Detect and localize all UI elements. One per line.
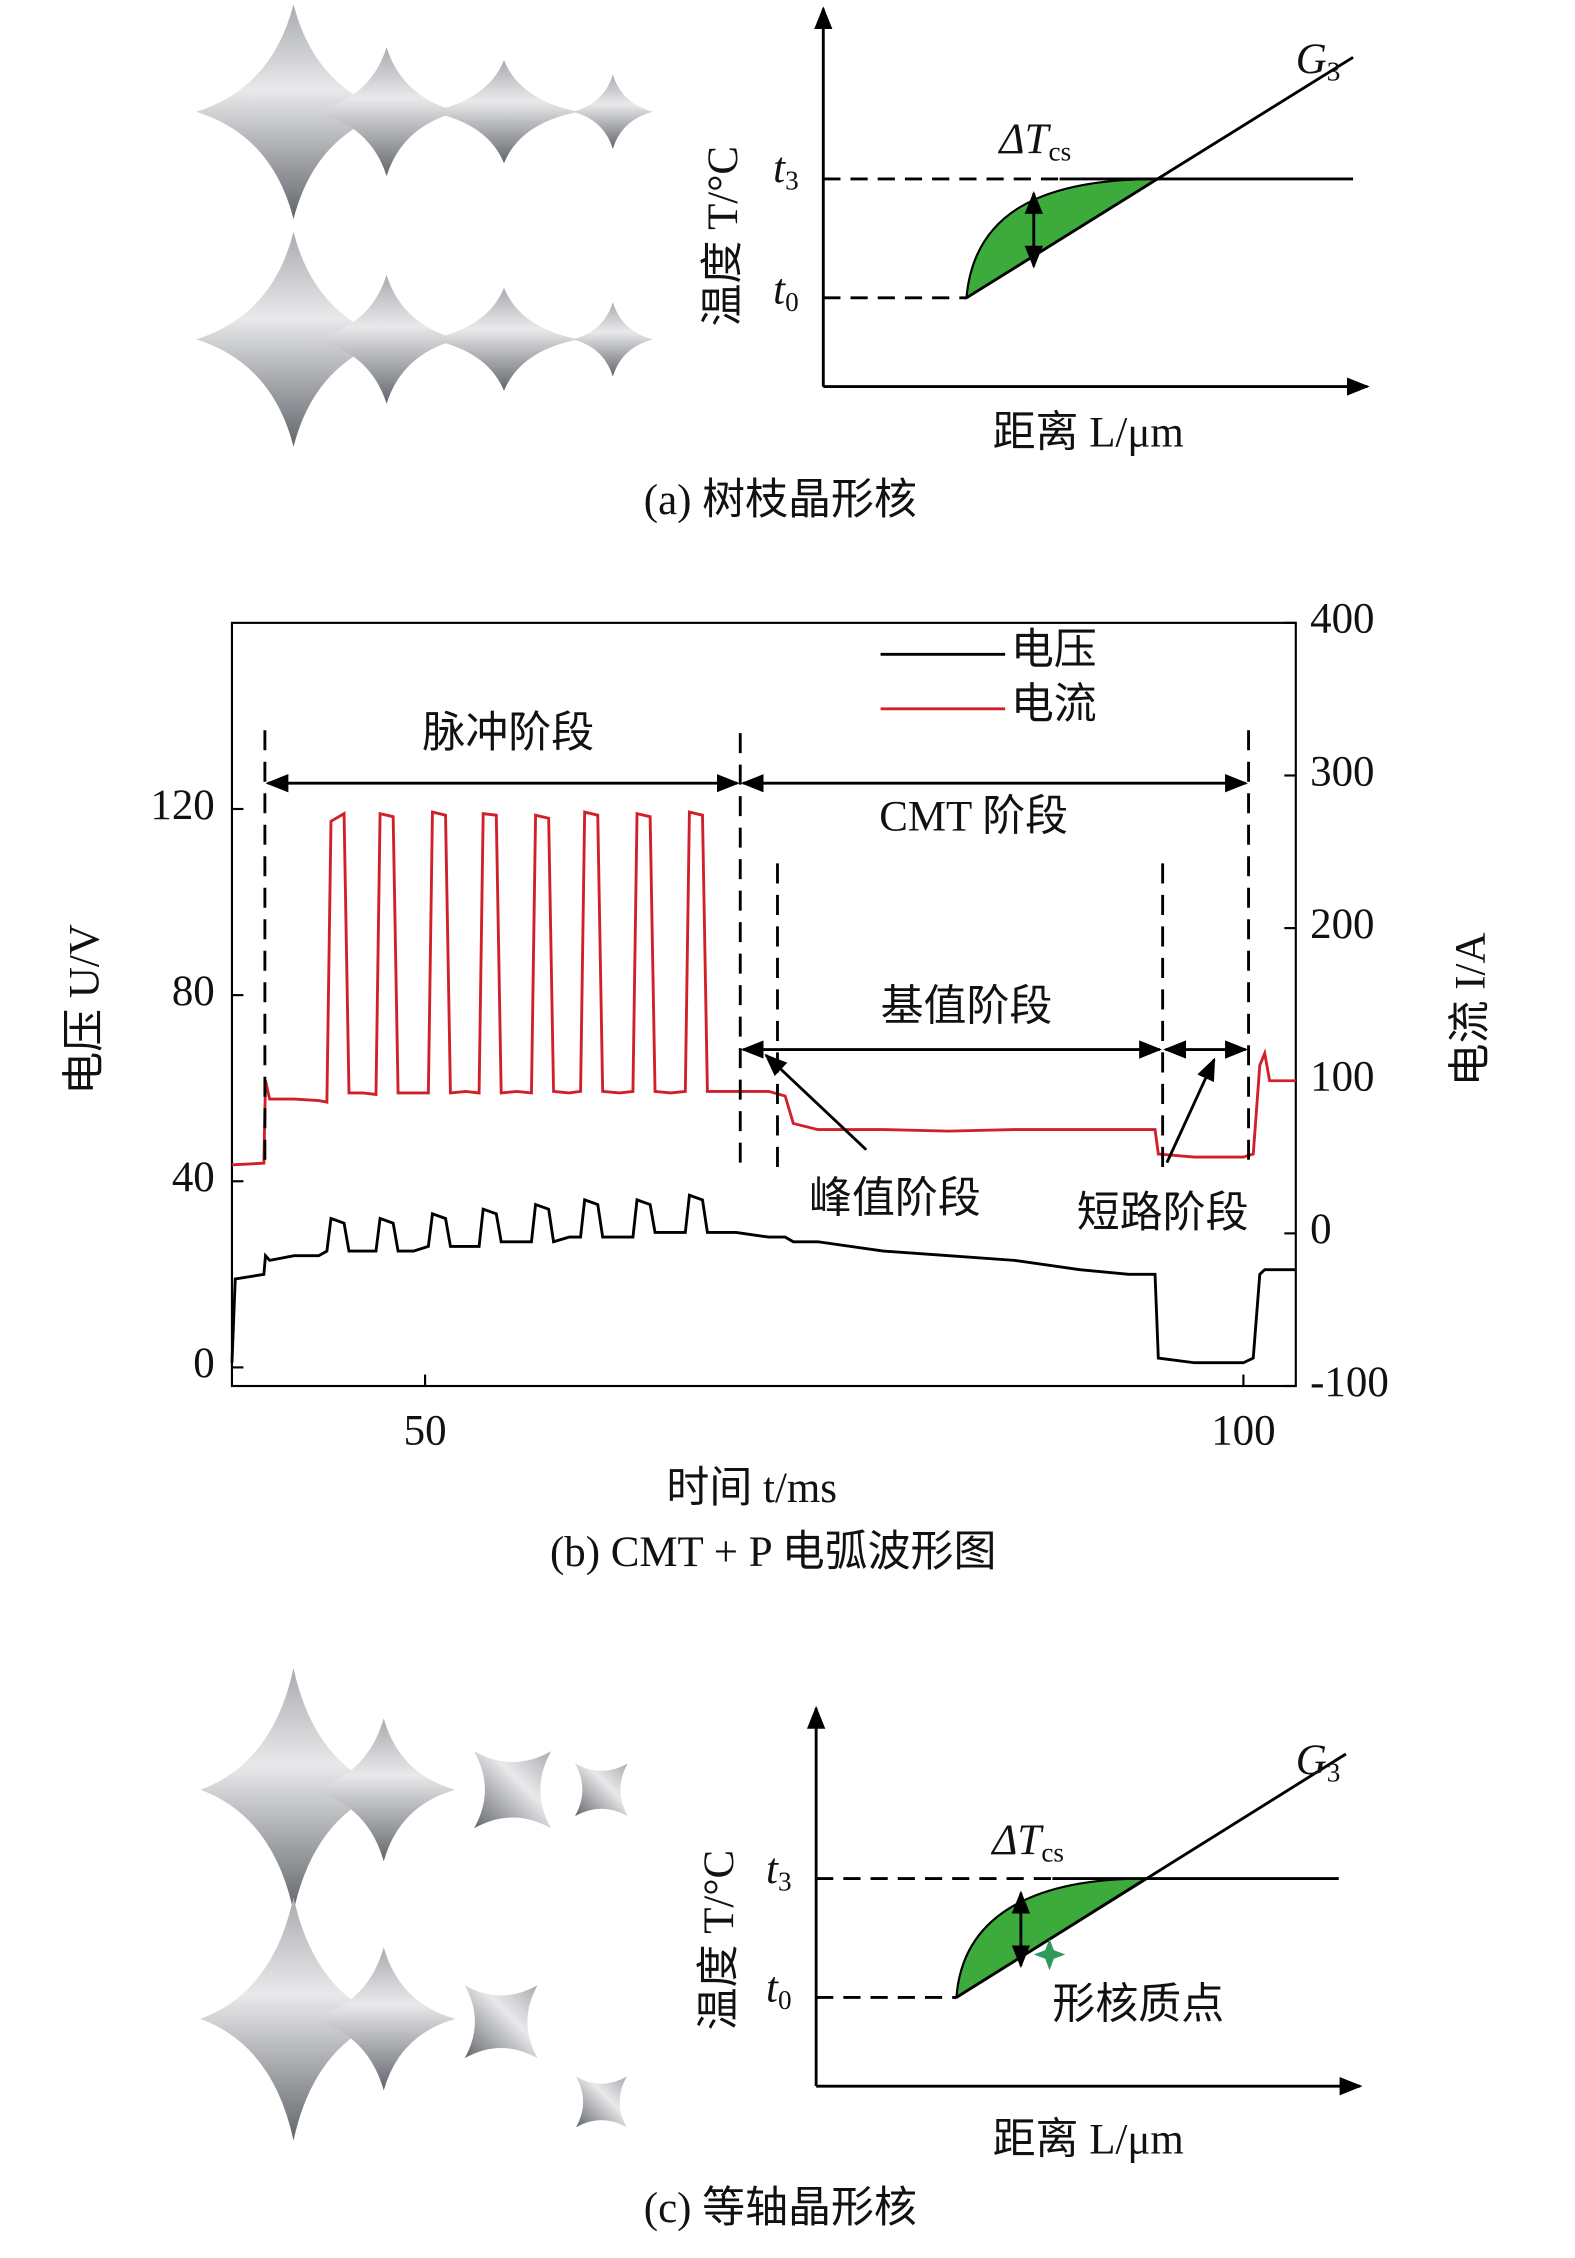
annotation: 短路阶段 [1077, 1190, 1249, 1237]
y-axis-label: 温度 T/°C [700, 146, 747, 327]
series-line [230, 1193, 1296, 1365]
delta-label: ΔTcs [990, 1817, 1064, 1868]
delta-label: ΔTcs [997, 116, 1071, 167]
grain [575, 1763, 628, 1817]
grain [572, 302, 653, 377]
grain [312, 1718, 456, 1862]
grain [196, 4, 391, 220]
grain [474, 1751, 552, 1829]
grain [429, 60, 579, 164]
series-line [231, 810, 1296, 1167]
grain [315, 47, 459, 177]
grain [312, 1947, 456, 2091]
x-tick-label: 100 [1211, 1408, 1275, 1455]
t0-label: t0 [766, 1965, 792, 2016]
gradient-label: G3 [1296, 36, 1341, 87]
y2-tick-label: 400 [1310, 596, 1374, 643]
y2-tick-label: 300 [1310, 748, 1374, 795]
panel-c [806, 1705, 1363, 2096]
gradient-label: G3 [1296, 1737, 1341, 1788]
grain [200, 1897, 387, 2141]
caption: (b) CMT + P 电弧波形图 [550, 1529, 996, 1576]
grain [572, 74, 653, 149]
grain [315, 274, 459, 404]
y2-tick-label: 0 [1310, 1206, 1331, 1253]
grain [576, 2076, 627, 2128]
y2-tick-label: 100 [1310, 1054, 1374, 1101]
x-axis-label: 距离 L/μm [993, 2115, 1184, 2163]
annotation: 峰值阶段 [809, 1176, 981, 1223]
grain [464, 1985, 538, 2059]
grain-shapes [196, 4, 653, 2141]
y2-tick-label: 200 [1310, 901, 1374, 948]
t3-label: t3 [773, 145, 799, 196]
y-axis-label: 温度 T/°C [696, 1850, 743, 2031]
grain [200, 1668, 387, 1912]
annotation: 基值阶段 [881, 984, 1053, 1031]
gradient-line [955, 1752, 1347, 1999]
y2-tick-label: -100 [1310, 1359, 1389, 1406]
y-tick-label: 80 [172, 968, 215, 1015]
annotation-line [764, 1053, 868, 1151]
caption: (c) 等轴晶形核 [644, 2185, 917, 2232]
chart: 0 40 80 120 -100 0 100 200 300 400 50 100 电压 U/V 电流 I… [62, 596, 1495, 1577]
annotation: 脉冲阶段 [422, 710, 594, 757]
grain [196, 231, 391, 447]
plot-frame [230, 621, 1297, 1388]
annotation-line [1165, 1057, 1216, 1164]
y-tick-label: 120 [150, 782, 214, 829]
t3-label: t3 [766, 1846, 792, 1897]
annotation: CMT 阶段 [879, 793, 1068, 840]
y-tick-label: 40 [172, 1154, 215, 1201]
y-tick-label: 0 [193, 1340, 214, 1387]
y2-axis-label: 电流 I/A [1448, 933, 1495, 1087]
y-axis-label: 电压 U/V [62, 924, 109, 1095]
x-tick-label: 50 [404, 1408, 447, 1455]
nucleus-label: 形核质点 [1052, 1982, 1224, 2029]
x-axis-label: 时间 t/ms [666, 1465, 837, 1512]
nucleus-particle [1033, 1938, 1066, 1971]
legend-label: 电压 [1011, 627, 1097, 674]
t0-label: t0 [773, 266, 799, 317]
x-axis-label: 距离 L/μm [993, 409, 1184, 457]
panel-a [814, 6, 1370, 396]
grain [429, 287, 579, 391]
caption: (a) 树枝晶形核 [644, 477, 917, 524]
legend-label: 电流 [1011, 682, 1097, 729]
